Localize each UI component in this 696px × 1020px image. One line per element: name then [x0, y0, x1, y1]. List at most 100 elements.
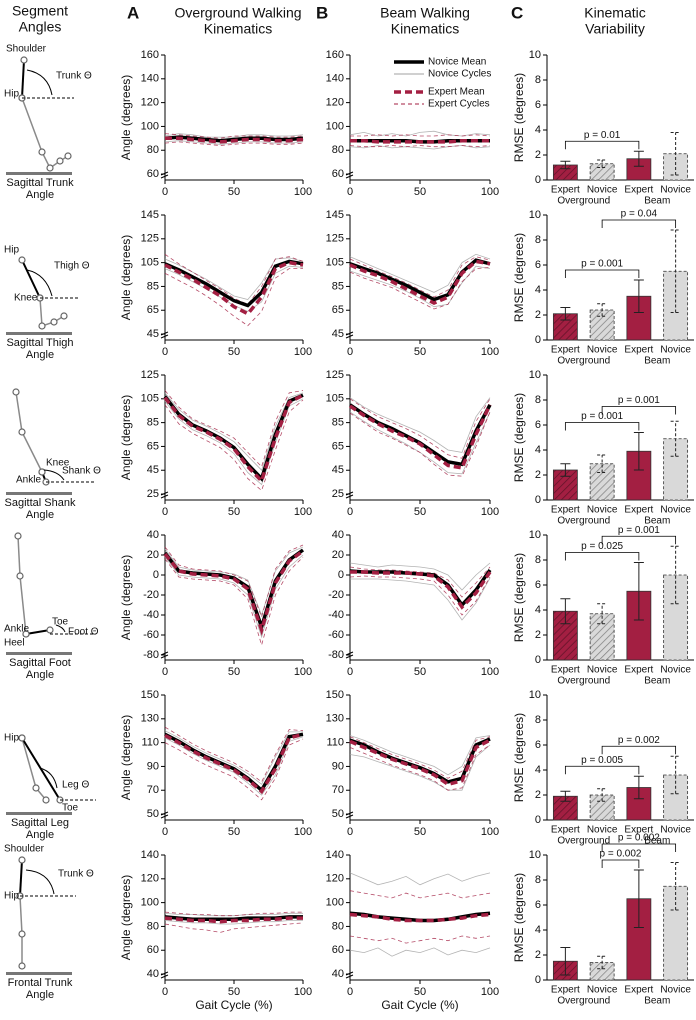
y-tick-label: 8 — [535, 234, 541, 246]
y-tick-label: 100 — [326, 897, 344, 909]
x-tick-label: 100 — [481, 826, 499, 838]
y-tick-label: 80 — [147, 920, 159, 932]
y-tick-label: 6 — [535, 739, 541, 751]
cycle-line — [349, 411, 491, 477]
y-axis-label: RMSE (degrees) — [512, 233, 526, 322]
panel-letter: C — [511, 3, 523, 22]
joint-label: Hip — [4, 245, 19, 256]
joint-label: Shoulder — [4, 844, 45, 855]
x-tick-label: 100 — [294, 506, 312, 518]
cycle-line — [164, 390, 304, 468]
p-value: p = 0.001 — [581, 259, 623, 270]
y-tick-label: 105 — [141, 257, 159, 269]
x-axis-label: Gait Cycle (%) — [195, 998, 272, 1012]
y-axis-label: RMSE (degrees) — [512, 873, 526, 962]
cycle-line — [164, 736, 304, 796]
y-tick-label: 65 — [332, 304, 344, 316]
y-tick-label: 8 — [535, 714, 541, 726]
cycle-line — [164, 738, 304, 801]
angle-arrow — [25, 869, 55, 895]
bar — [663, 574, 689, 661]
cycle-line — [164, 922, 304, 933]
y-tick-label: 65 — [332, 440, 344, 452]
cycle-line — [164, 141, 304, 146]
error-bar — [633, 432, 644, 471]
joint-label: Toe — [62, 803, 79, 814]
error-bar — [597, 955, 608, 970]
significance-bracket — [601, 406, 677, 415]
y-tick-label: 8 — [535, 74, 541, 86]
y-tick-label: 4 — [535, 604, 541, 616]
limb — [17, 535, 27, 635]
y-tick-label: 4 — [535, 764, 541, 776]
cycle-line — [349, 947, 491, 957]
cycle-line — [349, 575, 491, 616]
y-tick-label: 145 — [326, 209, 344, 221]
y-tick-label: 10 — [529, 369, 541, 381]
limb — [21, 97, 69, 170]
ground — [6, 812, 72, 815]
y-tick-label: 100 — [326, 120, 344, 132]
y-tick-label: 150 — [141, 689, 159, 701]
error-bar — [633, 775, 644, 800]
y-tick-label: 6 — [535, 259, 541, 271]
error-bar — [633, 150, 644, 167]
error-bar — [633, 869, 644, 928]
x-tick-label: Novice — [660, 985, 691, 996]
mean-line — [349, 912, 491, 923]
cycle-line — [349, 736, 491, 779]
y-tick-label: 125 — [326, 233, 344, 245]
cycle-line — [349, 735, 491, 776]
diagram-caption: Angle — [26, 669, 54, 681]
diagram-caption: Angle — [26, 509, 54, 521]
p-value: p = 0.001 — [581, 411, 623, 422]
joint-label: Trunk Θ — [58, 869, 94, 880]
error-bar — [560, 463, 571, 477]
joint-label: Hip — [4, 733, 19, 744]
y-tick-label: 20 — [332, 549, 344, 561]
significance-bracket — [601, 219, 677, 228]
y-tick-label: 120 — [326, 873, 344, 885]
significance-bracket — [601, 535, 677, 545]
y-tick-label: 10 — [529, 209, 541, 221]
y-axis-label: Angle (degrees) — [119, 395, 133, 480]
joint — [56, 157, 64, 165]
significance-bracket — [564, 140, 640, 150]
y-tick-label: 2 — [535, 469, 541, 481]
cycle-line — [164, 554, 304, 639]
y-tick-label: 0 — [535, 174, 541, 186]
joint-label: Trunk Θ — [56, 71, 92, 82]
bar — [663, 885, 689, 981]
y-tick-label: 85 — [147, 417, 159, 429]
group-label: Overground — [557, 516, 610, 527]
y-tick-label: 2 — [535, 629, 541, 641]
group-label: Beam — [644, 996, 670, 1007]
x-tick-label: 50 — [228, 186, 240, 198]
error-bar — [560, 947, 571, 976]
error-bar — [560, 160, 571, 170]
panel-title: Variability — [585, 21, 645, 37]
p-value: p = 0.002 — [618, 833, 660, 844]
x-tick-label: Novice — [660, 505, 691, 516]
panel-title: Beam Walking — [380, 5, 470, 21]
cycle-line — [164, 730, 303, 785]
segment — [21, 59, 25, 99]
x-tick-label: Novice — [587, 345, 618, 356]
cycle-line — [164, 726, 304, 783]
x-tick-label: 50 — [228, 826, 240, 838]
x-tick-label: 50 — [414, 666, 426, 678]
y-tick-label: 60 — [332, 944, 344, 956]
joint-label: Toe — [52, 617, 69, 628]
cycle-line — [349, 562, 491, 591]
y-tick-label: 10 — [529, 689, 541, 701]
group-label: Overground — [557, 196, 610, 207]
x-tick-label: Expert — [624, 185, 653, 196]
x-tick-label: 100 — [294, 986, 312, 998]
joint — [18, 256, 26, 264]
joint — [18, 930, 26, 938]
group-label: Beam — [644, 836, 670, 847]
y-tick-label: 125 — [141, 233, 159, 245]
